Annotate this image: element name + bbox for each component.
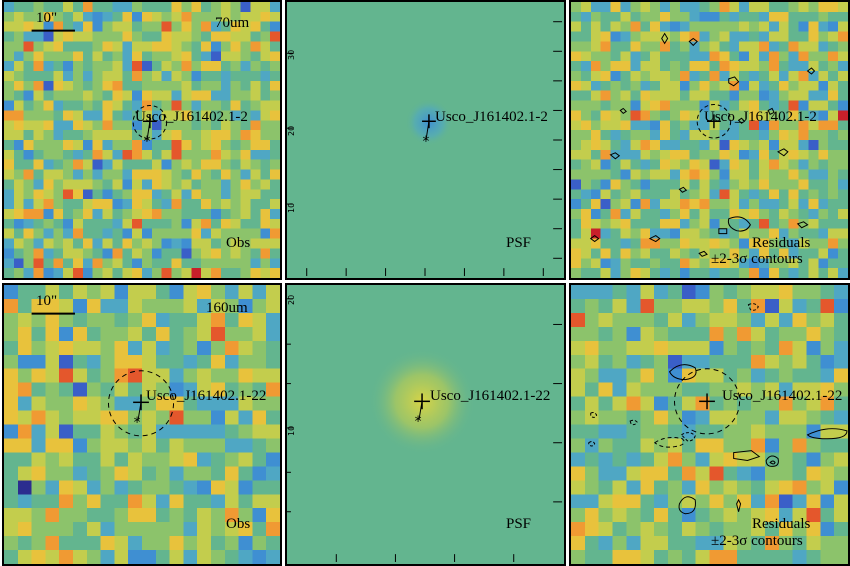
obs-label: Obs bbox=[226, 516, 251, 532]
aperture-circle bbox=[132, 105, 168, 140]
panel-160um-obs: * 10" 160um Usco_J161402.1-22 Obs bbox=[2, 283, 282, 566]
source-label: Usco_J161402.1-2 bbox=[135, 109, 248, 125]
residual-map-70um bbox=[571, 2, 848, 278]
y-tick-20: 20 bbox=[287, 125, 296, 136]
sigma-contours bbox=[589, 32, 816, 257]
psf-label: PSF bbox=[506, 235, 532, 251]
sigma-contours bbox=[588, 303, 848, 515]
psf-map-160um: * bbox=[287, 298, 563, 563]
source-label: Usco_J161402.1-22 bbox=[722, 388, 843, 404]
scale-label: 10" bbox=[36, 293, 58, 309]
psf-label: PSF bbox=[506, 516, 532, 532]
contours-label: ±2-3σ contours bbox=[711, 533, 803, 549]
source-label: Usco_J161402.1-2 bbox=[435, 109, 548, 125]
overlay-70um-res bbox=[589, 32, 816, 257]
obs-map-70um bbox=[4, 2, 280, 278]
svg-text:*: * bbox=[423, 134, 430, 150]
residual-map-160um bbox=[571, 285, 848, 564]
psf-map-70um: * bbox=[287, 21, 563, 277]
proper-motion-line bbox=[146, 121, 151, 142]
overlay-70um-obs: * bbox=[31, 29, 168, 150]
overlay-160um-obs: * bbox=[31, 312, 175, 437]
star-marker: * bbox=[143, 134, 150, 150]
obs-label: Obs bbox=[226, 235, 251, 251]
source-label: Usco_J161402.1-22 bbox=[146, 388, 267, 404]
svg-text:*: * bbox=[415, 414, 422, 430]
residuals-label: Residuals bbox=[752, 516, 811, 532]
residuals-label: Residuals bbox=[752, 235, 811, 251]
panel-160um-psf: * 20 10 Usco_J161402.1-22 PSF bbox=[285, 283, 566, 566]
band-label: 70um bbox=[215, 15, 250, 31]
y-tick-30: 30 bbox=[287, 49, 296, 60]
panel-70um-residuals: Usco_J161402.1-2 Residuals ±2-3σ contour… bbox=[569, 0, 850, 280]
overlay-160um-res bbox=[588, 303, 848, 515]
y-tick-20: 20 bbox=[287, 294, 296, 305]
source-label: Usco_J161402.1-2 bbox=[704, 109, 817, 125]
svg-text:*: * bbox=[134, 415, 141, 431]
band-label: 160um bbox=[206, 300, 248, 316]
source-label: Usco_J161402.1-22 bbox=[430, 388, 551, 404]
scale-label: 10" bbox=[36, 10, 58, 26]
panel-70um-obs: * 10" 70um Usco_J161402.1-2 Obs bbox=[2, 0, 282, 280]
contours-label: ±2-3σ contours bbox=[711, 251, 803, 267]
panel-70um-psf: * 30 20 10 Usco_J161402.1-2 PSF bbox=[285, 0, 566, 280]
y-tick-10: 10 bbox=[287, 425, 296, 436]
obs-map-160um bbox=[4, 285, 280, 564]
panel-160um-residuals: Usco_J161402.1-22 Residuals ±2-3σ contou… bbox=[569, 283, 850, 566]
y-tick-10: 10 bbox=[287, 202, 296, 213]
